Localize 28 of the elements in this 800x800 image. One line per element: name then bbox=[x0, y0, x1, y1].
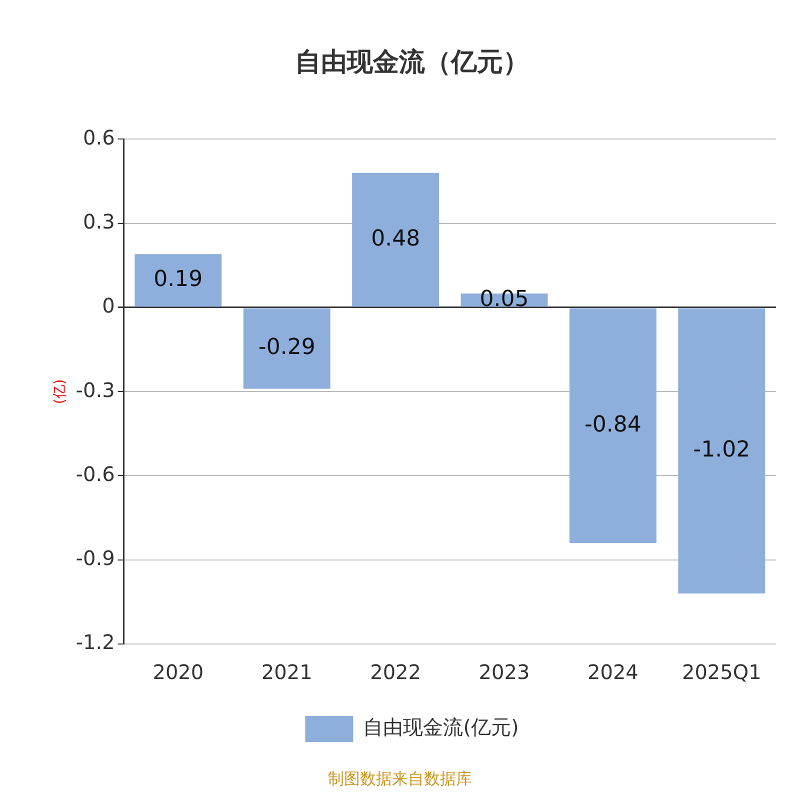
data-label: 0.48 bbox=[371, 226, 420, 252]
bar bbox=[678, 308, 766, 594]
x-tick-label: 2025Q1 bbox=[682, 660, 762, 684]
data-label: -0.84 bbox=[584, 412, 642, 438]
text: 制图数据来自数据库 bbox=[328, 769, 472, 788]
data-label: -1.02 bbox=[693, 438, 750, 463]
bar bbox=[134, 254, 222, 307]
bar bbox=[352, 172, 440, 307]
y-tick-label: 0.3 bbox=[83, 210, 115, 234]
y-tick-label: -0.3 bbox=[76, 378, 115, 402]
legend-label: 自由现金流(亿元) bbox=[363, 715, 519, 740]
x-tick-label: 2023 bbox=[478, 660, 530, 684]
bar bbox=[243, 308, 330, 389]
y-tick-label: 0.6 bbox=[83, 125, 115, 150]
y-axis-title: (亿) bbox=[52, 379, 68, 404]
chart-title: 自由现金流（亿元） bbox=[295, 47, 529, 78]
x-tick-label: 2022 bbox=[370, 660, 422, 684]
data-label: 0.05 bbox=[480, 286, 529, 312]
x-tick-label: 2021 bbox=[261, 660, 312, 684]
y-tick-label: -0.9 bbox=[76, 546, 115, 570]
x-tick-label: 2020 bbox=[152, 660, 204, 684]
bar bbox=[569, 308, 656, 544]
data-label: 0.19 bbox=[154, 267, 203, 292]
y-tick-label: -0.6 bbox=[76, 462, 115, 486]
y-tick-label: -1.2 bbox=[76, 630, 115, 654]
y-tick-label: 0 bbox=[102, 294, 115, 318]
x-tick-label: 2024 bbox=[588, 660, 638, 684]
data-label: -0.29 bbox=[258, 335, 316, 360]
